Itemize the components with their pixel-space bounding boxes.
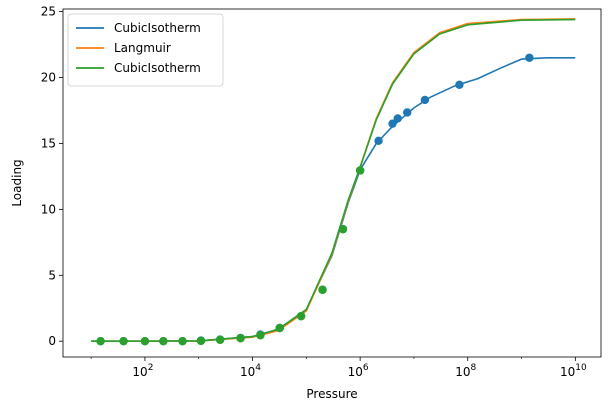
y-axis-label: Loading — [10, 159, 24, 206]
data-point-2-11 — [318, 285, 327, 294]
plot-frame — [62, 8, 602, 358]
data-point-0-20 — [525, 53, 534, 62]
y-tick-label-3: 15 — [41, 136, 56, 150]
data-point-0-18 — [420, 95, 430, 105]
y-tick-label-2: 10 — [41, 202, 56, 216]
y-tick-label-5: 25 — [41, 5, 56, 19]
data-point-2-12 — [338, 224, 348, 234]
data-point-2-10 — [296, 311, 306, 321]
legend-label-1: Langmuir — [114, 41, 171, 55]
data-point-0-14 — [374, 136, 383, 146]
data-point-0-17 — [403, 108, 412, 117]
data-point-2-3 — [159, 336, 168, 346]
data-point-2-9 — [275, 323, 284, 333]
series-line-2 — [91, 18, 576, 342]
legend-label-0: CubicIsotherm — [114, 21, 201, 35]
data-point-2-4 — [178, 336, 187, 346]
data-point-2-7 — [236, 334, 245, 343]
data-point-2-6 — [215, 335, 225, 345]
legend: CubicIsotherm Langmuir CubicIsotherm — [67, 13, 224, 87]
y-tick-label-0: 0 — [48, 334, 56, 348]
legend-label-2: CubicIsotherm — [114, 61, 201, 75]
y-tick-label-1: 5 — [48, 268, 56, 282]
y-tick-label-4: 20 — [41, 71, 56, 85]
data-point-0-16 — [393, 114, 402, 123]
data-point-2-1 — [119, 336, 128, 346]
data-point-2-2 — [140, 336, 150, 346]
x-axis-label: Pressure — [306, 387, 357, 401]
data-point-2-8 — [256, 331, 265, 340]
legend-box — [67, 13, 224, 87]
data-point-2-13 — [355, 166, 365, 175]
data-point-0-15 — [388, 119, 397, 128]
data-point-2-0 — [96, 336, 105, 346]
data-point-2-5 — [196, 336, 206, 346]
data-point-0-19 — [455, 80, 464, 90]
